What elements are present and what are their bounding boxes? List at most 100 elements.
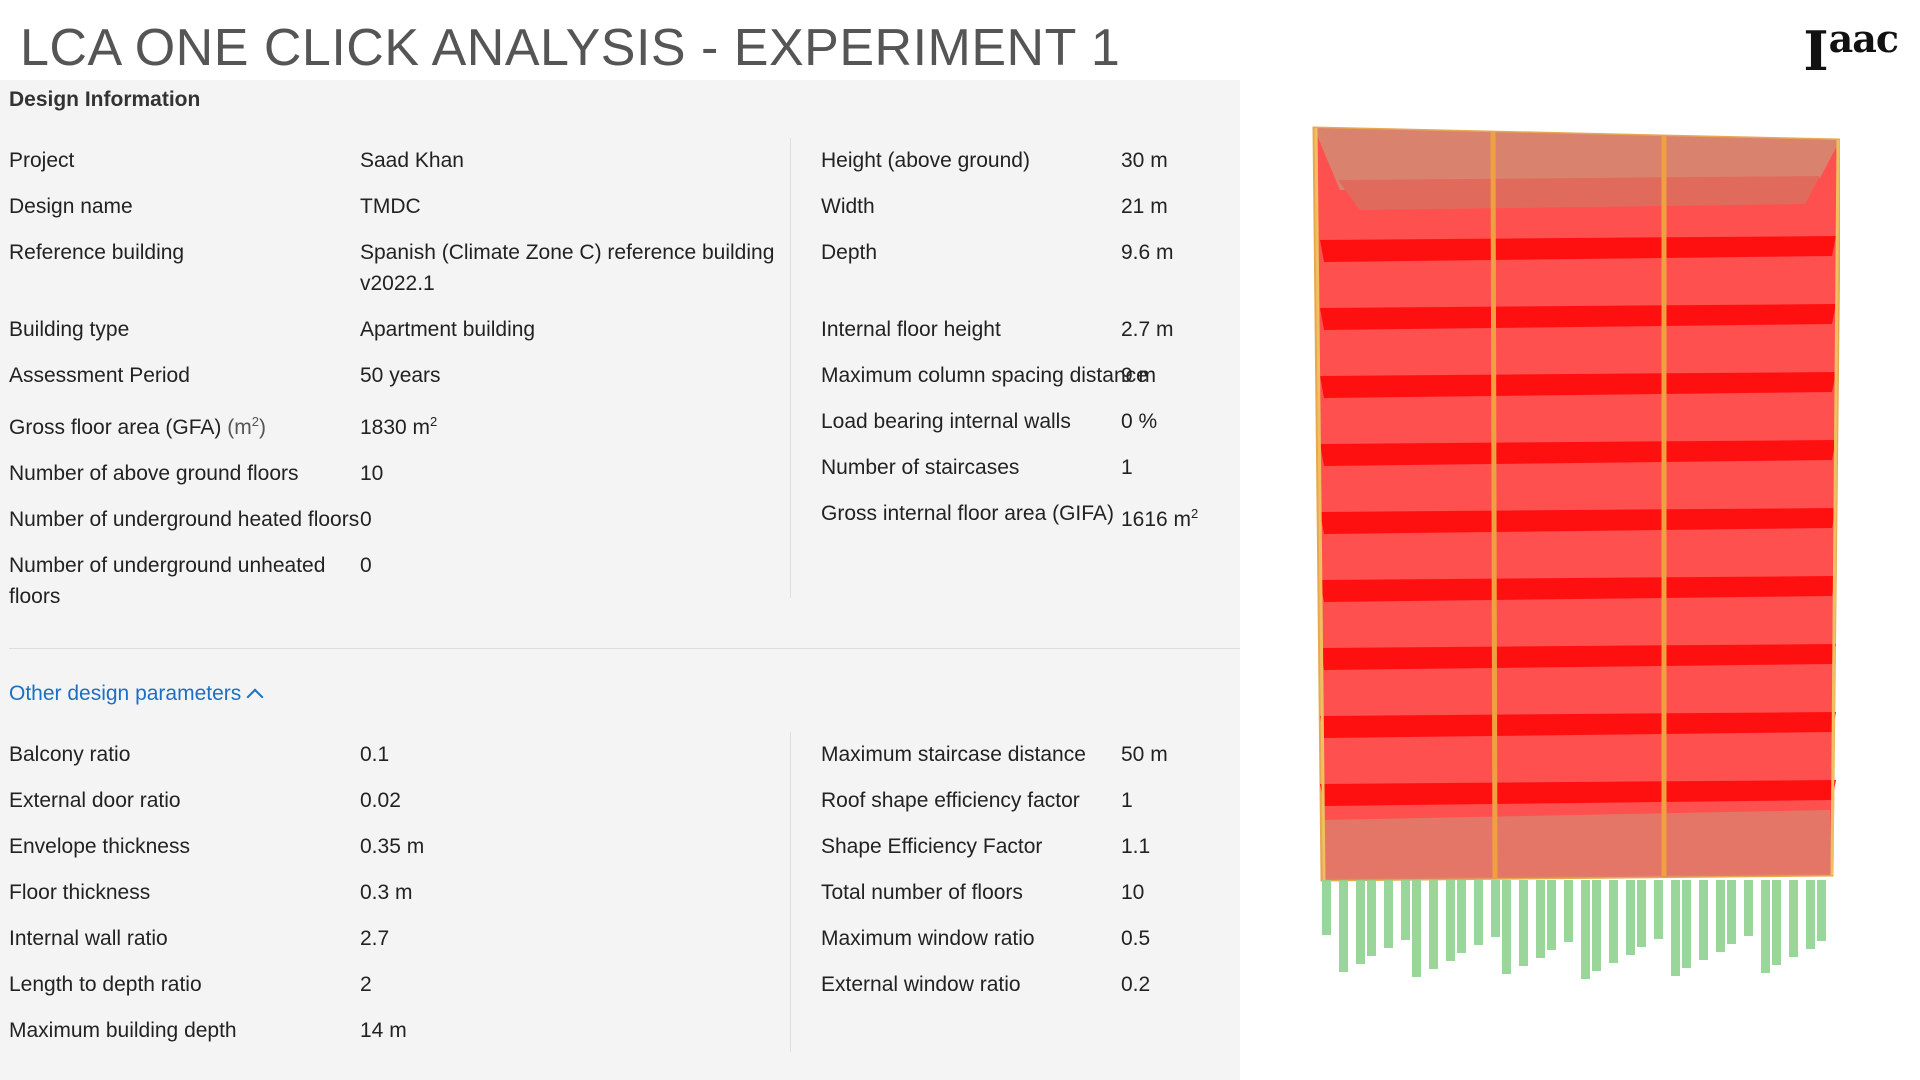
row-value: 30 m [1121,149,1168,172]
row-label: External window ratio [821,973,1021,996]
chevron-up-icon [246,688,264,706]
foundation-pile [1367,880,1376,956]
row-value: 0 [360,554,372,577]
unit-close: ) [258,416,266,439]
foundation-pile [1519,880,1528,966]
floor-slabs [1320,236,1836,806]
row-value: 50 m [1121,743,1168,766]
row-label: Design name [9,195,133,218]
param-row: Balcony ratio 0.1 [0,732,790,778]
foundation-pile [1716,880,1725,952]
foundation-pile [1772,880,1781,965]
foundation-pile [1682,880,1691,968]
foundation-pile [1806,880,1815,949]
param-row: Roof shape efficiency factor 1 [791,778,1241,824]
row-value: 0.02 [360,789,401,812]
row-value: 1616 m2 [1121,498,1231,535]
column-line [1830,139,1840,876]
row-value: 0.3 m [360,881,413,904]
foundation-pile [1502,880,1511,974]
row-label: Width [821,195,875,218]
foundation-pile [1384,880,1393,948]
row-label: Maximum staircase distance [821,743,1086,766]
row-label: Height (above ground) [821,149,1030,172]
floor-slab [1320,780,1836,806]
foundation-pile [1789,880,1798,957]
info-row: Number of above ground floors 10 [0,451,790,497]
param-row: Shape Efficiency Factor 1.1 [791,824,1241,870]
param-row: Floor thickness 0.3 m [0,870,790,916]
param-row: External door ratio 0.02 [0,778,790,824]
unit-open: (m [227,416,252,439]
row-label: External door ratio [9,789,181,812]
row-value: 21 m [1121,195,1168,218]
roof-slab [1314,128,1840,190]
row-label: Floor thickness [9,881,151,904]
row-label: Maximum column spacing distance [821,364,1148,387]
floor-slab [1320,372,1836,398]
foundation-pile [1429,880,1438,969]
floor-slab [1320,304,1836,330]
other-design-parameters-toggle[interactable]: Other design parameters [9,682,264,706]
row-label: Envelope thickness [9,835,190,858]
row-value: 0.5 [1121,927,1151,950]
row-value: 1 [1121,456,1133,479]
foundation-pile [1671,880,1680,976]
design-info-left-column: Project Saad Khan Design name TMDC Referen… [0,138,790,620]
foundation-pile [1581,880,1590,979]
row-value: 1.1 [1121,835,1151,858]
row-value: 1830 m2 [360,406,780,443]
info-row: Load bearing internal walls 0 % [791,399,1241,445]
row-value: 2 [360,973,372,996]
section-divider [9,648,1240,649]
row-value: 14 m [360,1019,407,1042]
foundation-pile [1446,880,1455,961]
row-value: Spanish (Climate Zone C) reference build… [360,241,775,295]
column-line [1490,131,1498,879]
foundation-pile [1547,880,1556,950]
param-row: External window ratio 0.2 [791,962,1241,1008]
design-info-panel: Design Information Project Saad Khan Desi… [0,80,1240,1080]
logo-superscript: aac [1828,16,1899,61]
info-row: Width 21 m [791,184,1241,230]
row-label: Gross internal floor area (GIFA) [821,502,1114,525]
floor-slab [1320,236,1836,262]
param-row: Maximum staircase distance 50 m [791,732,1241,778]
section-header: Design Information [9,88,201,111]
floor-slab [1320,508,1836,534]
label-unit: (m2) [227,414,266,439]
iaac-logo: Iaac [1803,16,1899,83]
param-row: Total number of floors 10 [791,870,1241,916]
row-value: 10 [1121,881,1145,904]
foundation-pile [1654,880,1663,939]
floor-slab [1320,644,1836,670]
row-label: Internal wall ratio [9,927,168,950]
foundation-pile [1727,880,1736,944]
foundation-pile [1817,880,1826,941]
toggle-label: Other design parameters [9,682,242,705]
info-row: Gross internal floor area (GIFA) 1616 m2 [791,491,1241,543]
info-row: Assessment Period 50 years [0,353,790,399]
row-label: Roof shape efficiency factor [821,789,1080,812]
param-row: Internal wall ratio 2.7 [0,916,790,962]
info-row: Maximum column spacing distance 9 m [791,353,1241,399]
row-label: Assessment Period [9,364,190,387]
info-row: Reference building Spanish (Climate Zone … [0,230,790,307]
foundation-pile [1457,880,1466,953]
row-label: Building type [9,318,130,341]
foundation-pile [1609,880,1618,963]
foundation-pile [1699,880,1708,960]
foundation-pile [1637,880,1646,947]
row-label: Project [9,149,75,172]
info-row: Internal floor height 2.7 m [791,307,1241,353]
value-text: 1616 m [1121,508,1192,531]
info-row: Project Saad Khan [0,138,790,184]
column-line [1314,127,1326,881]
foundation-pile [1356,880,1365,964]
roof-inner-slab [1338,176,1820,210]
logo-letter: I [1803,19,1829,83]
row-label: Shape Efficiency Factor [821,835,1043,858]
slide-title: LCA ONE CLICK ANALYSIS - EXPERIMENT 1 [20,19,1121,77]
info-row: Design name TMDC [0,184,790,230]
other-params-right-column: Maximum staircase distance 50 m Roof shap… [790,732,1241,1052]
